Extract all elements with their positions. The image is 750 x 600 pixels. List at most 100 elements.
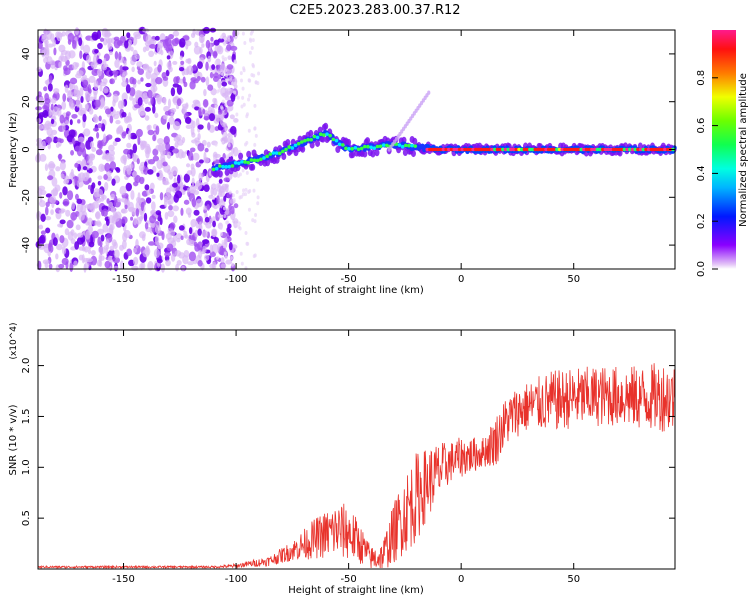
spectrogram-pixel <box>187 187 191 193</box>
spectrogram-pixel <box>148 241 156 246</box>
spectrogram-pixel <box>90 249 96 256</box>
spectrogram-pixel <box>141 233 146 242</box>
spectrogram-pixel <box>163 96 167 106</box>
spectrogram-pixel <box>170 108 177 113</box>
spectrogram-pixel <box>97 142 102 149</box>
spectrogram-pixel <box>206 204 210 210</box>
spectrogram-pixel <box>168 43 173 52</box>
spectrogram-pixel <box>208 113 216 122</box>
spectrogram-pixel <box>94 220 98 226</box>
spectrogram-pixel <box>45 43 49 54</box>
spectrogram-pixel <box>82 44 91 54</box>
spectrogram-pixel <box>165 259 171 267</box>
spectrogram-pixel <box>150 96 154 105</box>
spectrogram-pixel <box>101 155 106 160</box>
spectrogram-pixel <box>229 135 233 140</box>
spectrogram-pixel <box>156 44 163 55</box>
spectrogram-pixel <box>211 64 216 70</box>
spectrogram-pixel <box>71 137 76 145</box>
spectrogram-pixel <box>137 68 145 75</box>
spectrogram-pixel <box>155 210 162 216</box>
spectrogram-pixel <box>203 89 207 97</box>
spectrogram-pixel <box>222 206 226 211</box>
x-tick-label: 50 <box>567 574 580 585</box>
spectrogram-pixel <box>121 131 126 139</box>
spectrogram-pixel <box>62 124 66 133</box>
spectrogram-pixel <box>147 261 154 271</box>
spectrogram-pixel <box>43 102 50 110</box>
spectrogram-pixel <box>70 102 75 110</box>
spectrogram-pixel <box>228 242 233 251</box>
spectrogram-pixel <box>222 244 226 249</box>
snr-scale-label: (x10^4) <box>9 322 19 359</box>
spectrogram-pixel <box>70 150 75 156</box>
spectrogram-pixel <box>198 221 203 230</box>
spectrogram-pixel <box>214 166 219 171</box>
spectrogram-pixel <box>400 144 405 149</box>
spectrogram-pixel <box>234 217 238 222</box>
spectrogram-pixel <box>221 140 225 145</box>
spectrogram-pixel <box>44 92 50 101</box>
spectrogram-pixel <box>67 32 75 43</box>
spectrogram-pixel <box>37 139 43 149</box>
spectrogram-pixel <box>192 99 200 105</box>
spectrogram-pixel <box>121 92 128 102</box>
spectrogram-pixel <box>167 98 172 109</box>
spectrogram-pixel <box>102 78 108 85</box>
spectrogram-pixel <box>45 215 52 221</box>
spectrogram-pixel <box>246 241 250 246</box>
spectrogram-pixel <box>193 45 201 55</box>
spectrogram-pixel <box>41 140 46 150</box>
spectrogram-pixel <box>126 153 131 160</box>
snr-frame <box>37 329 676 570</box>
spectrogram-pixel <box>257 71 261 76</box>
spectrogram-pixel <box>102 133 107 143</box>
spectrogram-pixel <box>187 151 194 161</box>
spectrogram-pixel <box>130 216 134 221</box>
spectrogram-pixel <box>136 90 143 97</box>
spectrogram-pixel <box>248 188 252 193</box>
spectrogram-pixel <box>241 31 245 36</box>
spectrogram-pixel <box>240 104 244 109</box>
spectrogram-pixel <box>61 31 66 37</box>
spectrogram-pixel <box>356 147 361 152</box>
spectrogram-pixel <box>308 129 314 137</box>
spectrogram-pixel <box>183 199 190 205</box>
x-tick-label: 0 <box>458 574 464 585</box>
spectrogram-pixel <box>44 163 49 171</box>
spectrogram-pixel <box>228 153 232 158</box>
spectrogram-pixel <box>147 158 156 165</box>
spectrogram-pixel <box>215 183 219 188</box>
spectrogram-pixel <box>334 138 339 143</box>
spectrogram-pixel <box>110 205 116 213</box>
spectrogram-pixel <box>46 43 54 48</box>
spectrogram-pixel <box>256 177 260 182</box>
spectrogram-pixel <box>247 207 251 212</box>
spectrogram-pixel <box>98 246 106 255</box>
spectrogram-pixel <box>170 112 174 119</box>
spectrogram-pixel <box>206 141 211 148</box>
spectrogram-pixel <box>132 97 136 106</box>
spectrogram-pixel <box>407 143 411 148</box>
spectrogram-y-axis: -40 -20 0 20 40 <box>21 48 675 253</box>
spectrogram-pixel <box>213 237 219 244</box>
spectrogram-pixel <box>328 133 332 138</box>
spectrogram-pixel <box>136 128 143 138</box>
spectrogram-pixel <box>165 69 170 77</box>
spectrogram-pixel <box>252 64 256 69</box>
spectrogram-pixel <box>252 254 256 259</box>
spectrogram-pixel <box>71 113 78 119</box>
spectrogram-pixel <box>37 42 43 50</box>
spectrogram-pixel <box>198 172 203 181</box>
spectrogram-pixel <box>200 76 206 83</box>
spectrogram-pixel <box>144 106 151 112</box>
spectrogram-pixel <box>223 251 227 256</box>
x-tick-label: -50 <box>340 574 356 585</box>
spectrogram-pixel <box>155 76 163 85</box>
spectrogram-pixel <box>133 181 139 187</box>
spectrogram-pixel <box>47 83 53 92</box>
spectrogram-pixel <box>174 190 183 199</box>
spectrogram-pixel <box>109 161 117 170</box>
spectrogram-pixel <box>85 139 92 150</box>
spectrogram-pixel <box>226 77 230 82</box>
